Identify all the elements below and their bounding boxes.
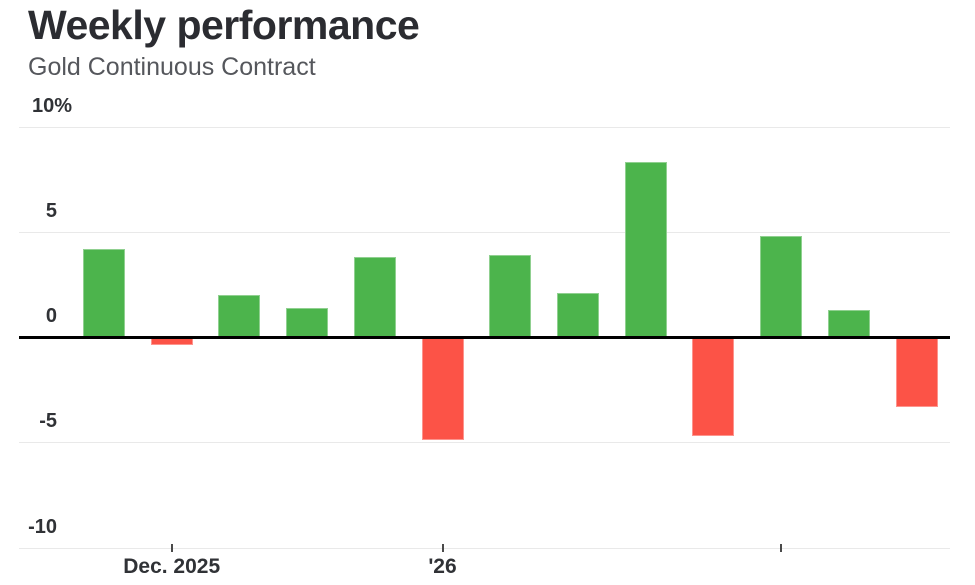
bar-week-10 <box>692 337 735 436</box>
chart-subtitle: Gold Continuous Contract <box>28 53 316 81</box>
gridline--10 <box>19 547 950 549</box>
bar-week-3 <box>218 294 261 337</box>
bar-week-11 <box>760 236 803 337</box>
y-axis-label: 0 <box>45 305 57 327</box>
bar-week-4 <box>286 307 329 337</box>
x-axis-label: '26 <box>428 555 457 578</box>
bar-week-8 <box>557 292 599 337</box>
y-axis-label: 5 <box>45 199 57 222</box>
y-axis-label: -5 <box>39 410 57 433</box>
x-axis-tick <box>780 544 783 552</box>
bar-week-13 <box>895 337 938 407</box>
gridline-5 <box>19 231 950 233</box>
bar-week-6 <box>421 337 464 441</box>
gridline-10 <box>19 126 950 128</box>
bar-week-2 <box>150 337 193 346</box>
bar-week-1 <box>83 248 125 337</box>
bar-week-5 <box>353 257 396 337</box>
x-axis-tick <box>170 544 173 552</box>
gridline--5 <box>19 442 950 444</box>
x-axis-label: Dec. 2025 <box>123 555 221 578</box>
zero-axis-line <box>19 336 950 339</box>
page-title: Weekly performance <box>28 2 420 48</box>
bar-week-7 <box>489 254 532 337</box>
y-axis-label: -10 <box>28 515 57 538</box>
y-axis-label: 10% <box>31 94 72 117</box>
bar-week-9 <box>624 162 667 337</box>
bar-week-12 <box>827 309 870 337</box>
x-axis-tick <box>441 544 444 552</box>
